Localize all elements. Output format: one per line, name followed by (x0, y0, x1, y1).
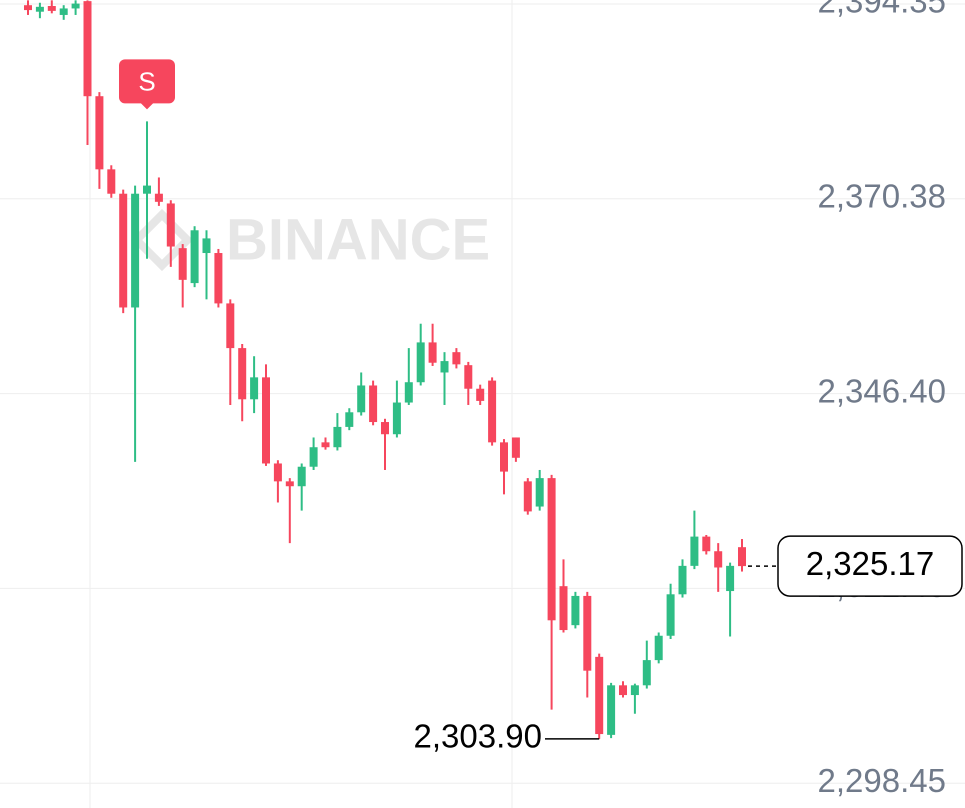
candle-body (619, 685, 627, 696)
candle-body (654, 635, 663, 661)
candle-body (678, 565, 687, 595)
candle-body (262, 377, 270, 464)
candle-body (452, 352, 461, 365)
candle-body (464, 365, 473, 389)
candle-body (440, 361, 449, 373)
candle-body (178, 248, 187, 280)
candle-body (250, 377, 259, 400)
current-price-box (777, 535, 963, 597)
candle-body (214, 253, 223, 304)
candle-body (738, 547, 746, 567)
candle-body (83, 1, 92, 97)
candle-body (333, 426, 342, 448)
watermark: BINANCE (226, 207, 490, 272)
candle-body (59, 8, 68, 15)
candle-body (559, 586, 568, 631)
low-label: 2,303.90 (414, 718, 542, 755)
candle-body (202, 238, 211, 254)
candle-body (24, 5, 32, 11)
candle-body (714, 551, 723, 568)
candle-body (238, 348, 247, 400)
signal-label: S (138, 66, 155, 96)
candle-body (702, 536, 711, 552)
candle-body (392, 402, 401, 435)
candle-body (47, 6, 56, 11)
y-tick-label: 2,370.38 (818, 177, 946, 214)
candle-body (500, 442, 508, 472)
candle-body (297, 466, 306, 487)
candle-body (630, 685, 639, 696)
candle-body (357, 385, 366, 413)
candle-body (690, 536, 699, 566)
candle-body (154, 193, 163, 202)
candle-body (95, 96, 104, 170)
y-tick-label: 2,298.45 (818, 762, 946, 799)
candle-body (666, 594, 675, 636)
current-price-label: 2,325.17 (806, 545, 934, 582)
candle-body (726, 565, 735, 592)
signal-marker (119, 59, 175, 110)
candle-body (571, 595, 580, 626)
candle-body (369, 385, 378, 423)
candle-body (476, 388, 485, 401)
candle-body (595, 656, 604, 735)
candle-body (119, 193, 128, 308)
candle-body (226, 303, 235, 349)
candle-body (345, 412, 354, 427)
candle-body (321, 442, 330, 448)
candle-body (309, 447, 318, 467)
candle-body (488, 380, 497, 443)
candle-body (523, 481, 532, 512)
candle-body (583, 595, 592, 671)
candle-body (535, 478, 544, 507)
candle-body (416, 342, 425, 383)
candle-body (35, 6, 44, 12)
candle-body (404, 382, 413, 403)
candle-body (143, 185, 151, 194)
candle-body (642, 660, 651, 686)
y-tick-label: 2,394.35 (818, 0, 946, 20)
candle-body (428, 342, 437, 363)
candle-body (190, 230, 199, 284)
candle-body (166, 203, 175, 247)
candle-body (381, 422, 389, 435)
candle-body (131, 193, 140, 308)
y-tick-label: 2,346.40 (818, 372, 946, 409)
candle-body (107, 169, 116, 194)
candle-body (607, 685, 616, 735)
candle-body (547, 478, 556, 621)
candle-body (273, 463, 282, 482)
candle-body (511, 437, 520, 458)
candle-body (285, 481, 294, 487)
candle-body (71, 3, 80, 9)
